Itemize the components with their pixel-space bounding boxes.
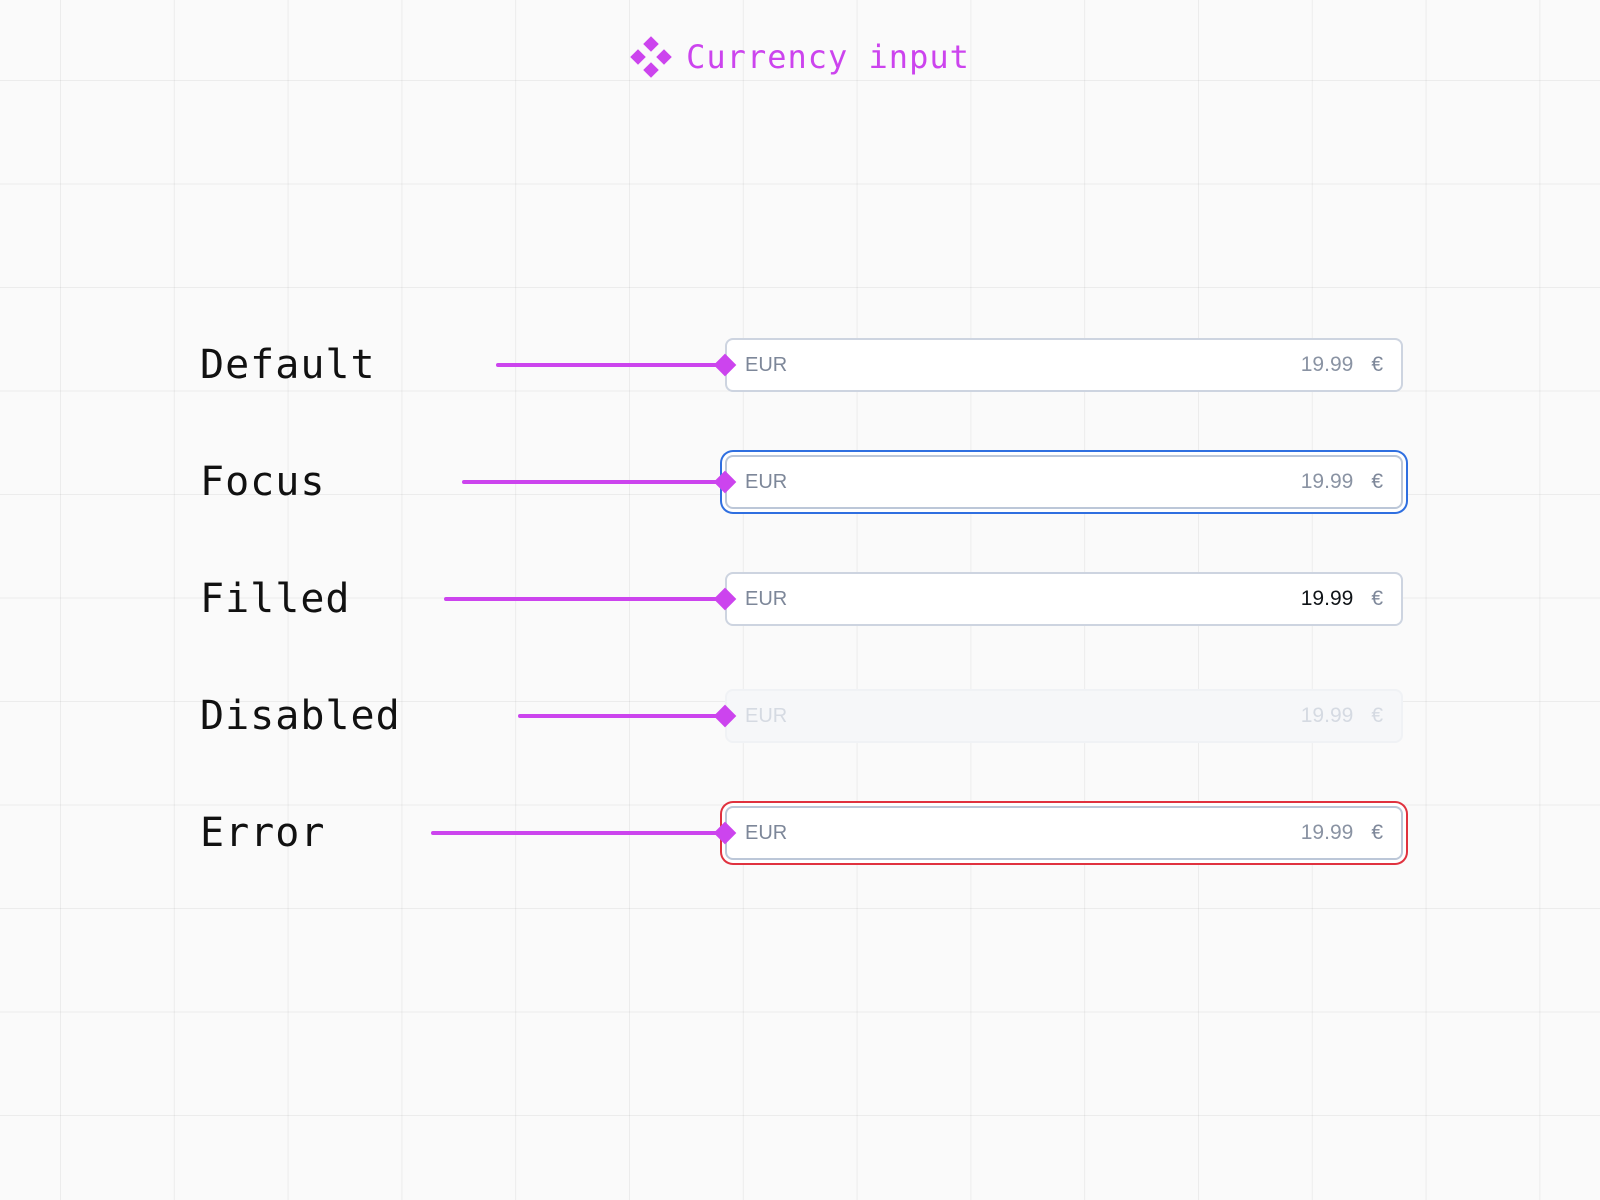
currency-input-error[interactable]: EUR 19.99 € bbox=[725, 806, 1403, 860]
currency-input-disabled: EUR 19.99 € bbox=[725, 689, 1403, 743]
currency-input-focus[interactable]: EUR 19.99 € bbox=[725, 455, 1403, 509]
euro-symbol-icon: € bbox=[1371, 821, 1383, 844]
amount-value: 19.99 bbox=[1300, 704, 1354, 727]
state-label-error: Error bbox=[200, 810, 326, 856]
currency-code: EUR bbox=[745, 704, 788, 727]
annotation-line bbox=[431, 831, 721, 835]
diamond-cluster-icon bbox=[630, 36, 672, 78]
state-label-default: Default bbox=[200, 342, 376, 388]
amount-value: 19.99 bbox=[1300, 587, 1354, 610]
euro-symbol-icon: € bbox=[1371, 353, 1383, 376]
currency-input-default[interactable]: EUR 19.99 € bbox=[725, 338, 1403, 392]
page-title: Currency input bbox=[686, 38, 970, 76]
euro-symbol-icon: € bbox=[1371, 704, 1383, 727]
currency-code: EUR bbox=[745, 470, 788, 493]
annotation-line bbox=[518, 714, 721, 718]
amount-value: 19.99 bbox=[1300, 470, 1354, 493]
state-row-error: Error EUR 19.99 € bbox=[0, 803, 1600, 863]
euro-symbol-icon: € bbox=[1371, 470, 1383, 493]
state-label-disabled: Disabled bbox=[200, 693, 401, 739]
state-label-filled: Filled bbox=[200, 576, 351, 622]
header: Currency input bbox=[0, 36, 1600, 78]
currency-code: EUR bbox=[745, 587, 788, 610]
state-row-disabled: Disabled EUR 19.99 € bbox=[0, 686, 1600, 746]
amount-value: 19.99 bbox=[1300, 821, 1354, 844]
currency-code: EUR bbox=[745, 353, 788, 376]
state-row-default: Default EUR 19.99 € bbox=[0, 335, 1600, 395]
euro-symbol-icon: € bbox=[1371, 587, 1383, 610]
annotation-line bbox=[496, 363, 721, 367]
annotation-line bbox=[462, 480, 721, 484]
state-row-focus: Focus EUR 19.99 € bbox=[0, 452, 1600, 512]
currency-code: EUR bbox=[745, 821, 788, 844]
state-row-filled: Filled EUR 19.99 € bbox=[0, 569, 1600, 629]
amount-value: 19.99 bbox=[1300, 353, 1354, 376]
state-label-focus: Focus bbox=[200, 459, 326, 505]
annotation-line bbox=[444, 597, 721, 601]
currency-input-filled[interactable]: EUR 19.99 € bbox=[725, 572, 1403, 626]
